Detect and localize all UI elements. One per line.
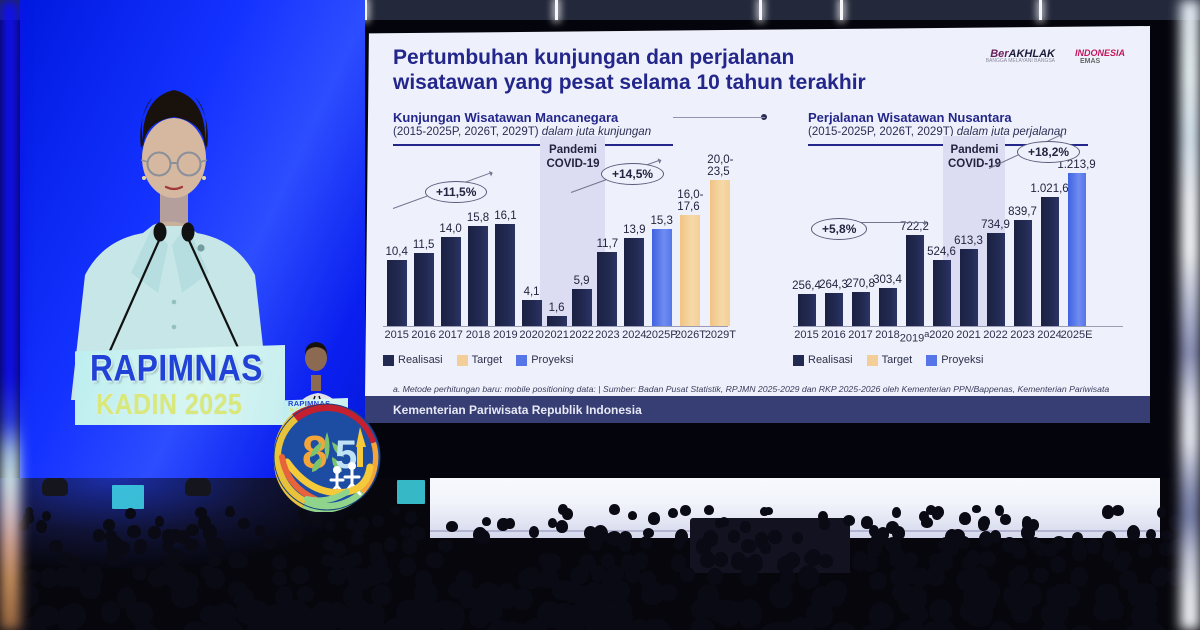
- svg-text:EMAS: EMAS: [1080, 58, 1101, 64]
- svg-text:INDONESIA: INDONESIA: [1075, 48, 1125, 58]
